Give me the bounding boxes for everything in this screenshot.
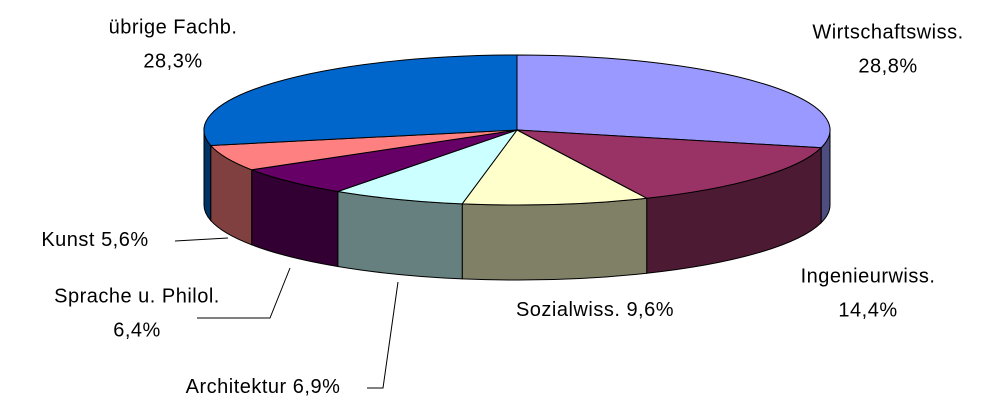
slice-label-group: Sozialwiss. 9,6%	[516, 299, 674, 321]
value-label: 6,9%	[293, 376, 341, 398]
value-label: 6,4%	[113, 319, 161, 341]
slice-label-group: Architektur 6,9%	[186, 376, 341, 398]
slice-label: Architektur	[186, 376, 287, 398]
slice-label: Kunst	[41, 229, 95, 251]
leader-line	[174, 237, 229, 242]
value-label: 28,8%	[858, 55, 917, 77]
slice	[516, 129, 823, 199]
slice	[461, 129, 649, 206]
value-label: 5,6%	[101, 229, 149, 251]
slice	[249, 129, 518, 193]
slice-label: Sprache u. Philol.	[54, 285, 220, 307]
slice-label: Sozialwiss.	[516, 299, 620, 321]
leader-line	[197, 267, 291, 319]
value-label: 28,3%	[143, 50, 202, 72]
slice	[337, 129, 519, 205]
value-label: 14,4%	[838, 299, 897, 321]
slice-label-group: Kunst 5,6%	[41, 229, 148, 251]
slice-side	[461, 197, 648, 281]
slice-label: übrige Fachb.	[109, 16, 238, 38]
value-label: 9,6%	[626, 299, 674, 321]
slice	[516, 54, 831, 149]
slice	[203, 54, 518, 146]
slice-side	[337, 190, 463, 280]
slice-label: Ingenieurwiss.	[801, 265, 936, 287]
leader-line	[367, 281, 399, 389]
slice-label: Wirtschaftswiss.	[812, 21, 963, 43]
